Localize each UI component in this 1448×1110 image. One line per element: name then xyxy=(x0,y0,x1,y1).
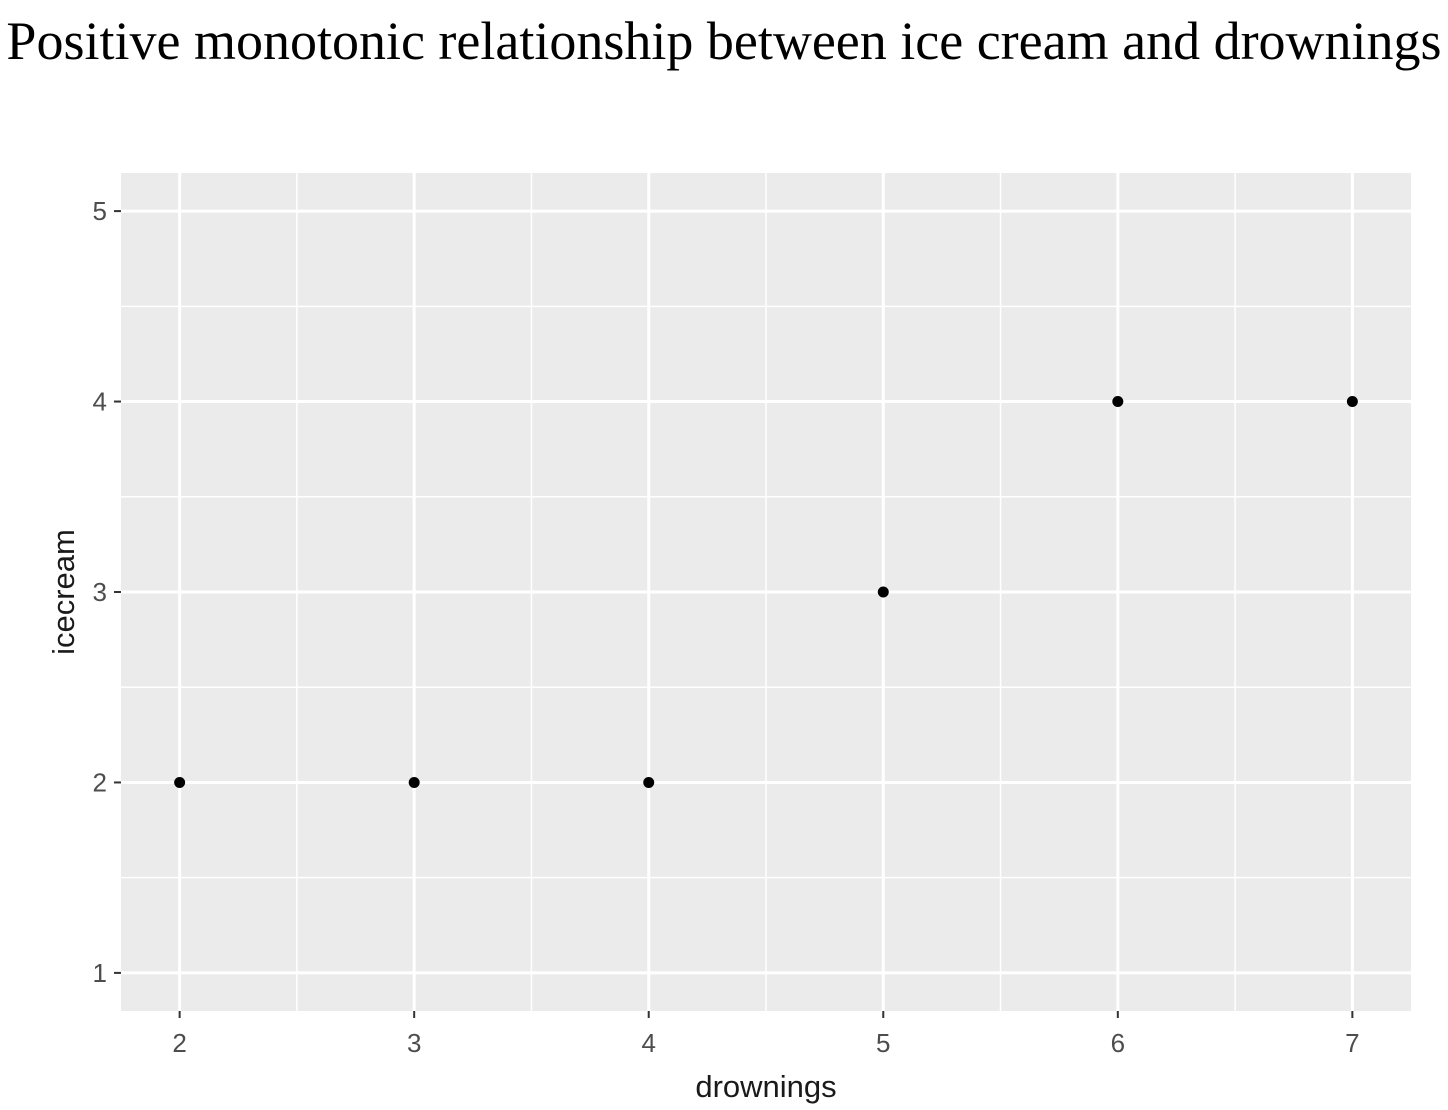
data-point xyxy=(877,586,889,598)
data-point xyxy=(174,776,186,788)
y-tick-label: 3 xyxy=(93,577,107,607)
x-tick-label: 2 xyxy=(172,1028,186,1058)
chart-title: Positive monotonic relationship between … xyxy=(6,11,1442,71)
x-tick-label: 4 xyxy=(641,1028,655,1058)
data-point xyxy=(408,776,420,788)
data-point xyxy=(1346,396,1358,408)
y-tick-label: 1 xyxy=(93,958,107,988)
data-point xyxy=(643,776,655,788)
x-tick-label: 3 xyxy=(407,1028,421,1058)
y-tick-label: 2 xyxy=(93,767,107,797)
y-tick-label: 5 xyxy=(93,196,107,226)
y-tick-label: 4 xyxy=(93,387,107,417)
x-tick-label: 5 xyxy=(876,1028,890,1058)
major-gridlines xyxy=(121,173,1411,1011)
x-axis-ticks: 2 3 4 5 6 7 xyxy=(172,1011,1360,1058)
data-points xyxy=(174,396,1358,788)
x-tick-label: 6 xyxy=(1111,1028,1125,1058)
x-tick-label: 7 xyxy=(1345,1028,1359,1058)
minor-gridlines xyxy=(121,173,1411,1011)
data-point xyxy=(1112,396,1124,408)
x-axis-title: drownings xyxy=(695,1069,836,1104)
y-axis-ticks: 1 2 3 4 5 xyxy=(93,196,121,988)
y-axis-title: icecream xyxy=(46,529,81,655)
